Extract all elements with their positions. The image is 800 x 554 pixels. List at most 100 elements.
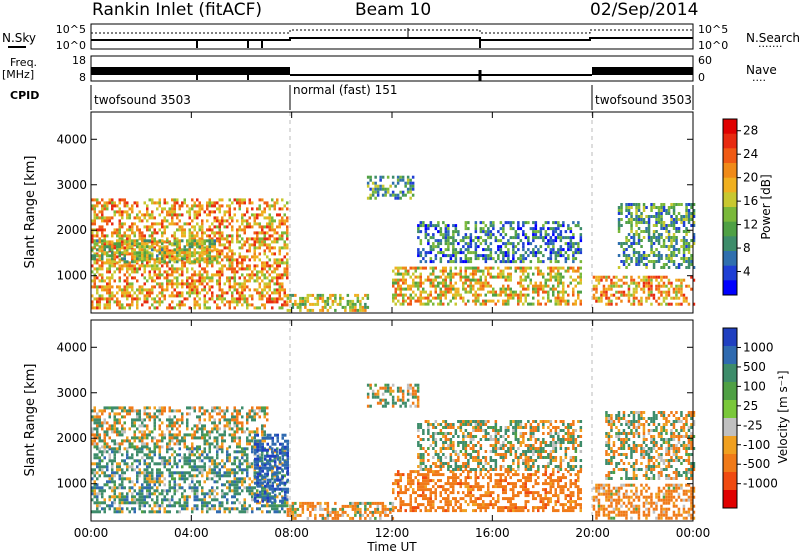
power-colorbar-cell <box>723 192 737 208</box>
power-echo-region-6 <box>417 221 583 264</box>
nsearch-legend-dots: ······· <box>758 40 782 53</box>
velocity-colorbar-tick: 25 <box>743 399 758 413</box>
velocity-echo-layer <box>91 383 696 520</box>
power-colorbar-cell <box>723 148 737 164</box>
power-ytick-label: 4000 <box>56 132 87 146</box>
power-colorbar-cell <box>723 221 737 237</box>
velocity-echo-region-2 <box>91 406 269 449</box>
power-colorbar-cell <box>723 133 737 149</box>
power-ytick-label: 2000 <box>56 223 87 237</box>
power-colorbar-tick: 4 <box>743 265 751 279</box>
power-y-axis: 4000 3000 2000 1000 <box>56 132 693 283</box>
time-tick-label: 20:00 <box>575 526 610 540</box>
nsearch-tick-bottom: 10^0 <box>698 39 728 52</box>
velocity-colorbar-cell <box>723 400 737 419</box>
power-ylabel: Slant Range [km] <box>23 156 38 269</box>
date-label: 02/Sep/2014 <box>590 0 698 20</box>
time-tick-label: 04:00 <box>174 526 209 540</box>
velocity-echo-region-6 <box>392 470 582 513</box>
power-echo-region-7 <box>592 275 696 306</box>
velocity-colorbar-tick: -25 <box>743 418 763 432</box>
time-tick-label: 00:00 <box>676 526 711 540</box>
nsearch-tick-top: 10^5 <box>698 23 728 36</box>
power-colorbar-label: Power [dB] <box>759 174 773 239</box>
freq-unit: [MHz] <box>2 68 34 81</box>
velocity-colorbar-cell <box>723 436 737 455</box>
velocity-echo-region-7 <box>417 420 583 471</box>
nsky-trace <box>91 28 693 48</box>
power-colorbar-cell <box>723 177 737 193</box>
velocity-colorbar-cell <box>723 490 737 509</box>
velocity-ytick-label: 2000 <box>56 431 87 445</box>
power-echo-region-8 <box>617 203 696 269</box>
freq-tick-top: 18 <box>72 54 86 67</box>
velocity-colorbar-tick: 1000 <box>743 340 774 354</box>
velocity-colorbar: 1000 500 100 25 -25 -100 -500 -1000 Velocity [m… <box>722 327 790 509</box>
velocity-colorbar-cell <box>723 454 737 473</box>
velocity-ytick-label: 1000 <box>56 477 87 491</box>
power-colorbar-tick: 28 <box>743 124 758 138</box>
time-tick-label: 00:00 <box>74 526 109 540</box>
velocity-colorbar-cell <box>723 472 737 491</box>
velocity-ytick-label: 3000 <box>56 386 87 400</box>
nave-legend-dots: ···· <box>752 74 766 87</box>
nave-tick-top: 60 <box>698 54 712 67</box>
power-colorbar-cell <box>723 265 737 281</box>
power-ytick-label: 1000 <box>56 269 87 283</box>
cpid-segment-1: twofsound 3503 <box>94 93 191 107</box>
cpid-segment-3: twofsound 3503 <box>595 93 692 107</box>
velocity-colorbar-label: Velocity [m s⁻¹] <box>776 370 790 463</box>
velocity-echo-region-5 <box>366 383 420 408</box>
power-colorbar-cell <box>723 163 737 179</box>
nsearch-label: N.Search <box>746 31 800 45</box>
velocity-ytick-label: 4000 <box>56 340 87 354</box>
power-echo-region-5 <box>392 266 582 306</box>
power-colorbar-tick: 16 <box>743 194 758 208</box>
power-colorbar: 28 24 20 16 12 8 4 Power [dB] <box>722 118 773 296</box>
power-rti-panel: 4000 3000 2000 1000 Slant Range [km] <box>23 111 696 314</box>
velocity-colorbar-tick: -500 <box>743 457 770 471</box>
cpid-segment-2: normal (fast) 151 <box>293 83 397 97</box>
velocity-colorbar-cell <box>723 328 737 347</box>
velocity-echo-region-9 <box>605 411 696 480</box>
time-x-axis: 00:00 04:00 08:00 12:00 16:00 20:00 00:00 <box>74 112 711 540</box>
time-tick-label: 16:00 <box>475 526 510 540</box>
power-colorbar-cell <box>723 236 737 252</box>
freq-label: Freq. <box>10 56 37 69</box>
power-colorbar-cell <box>723 119 737 135</box>
power-colorbar-cell <box>723 280 737 296</box>
velocity-colorbar-cell <box>723 382 737 401</box>
power-ytick-label: 3000 <box>56 178 87 192</box>
nave-label: Nave <box>746 63 777 77</box>
velocity-colorbar-cell <box>723 418 737 437</box>
station-title: Rankin Inlet (fitACF) <box>92 0 262 20</box>
power-echo-region-2 <box>91 239 219 264</box>
beam-label: Beam 10 <box>355 0 431 20</box>
nsky-label: N.Sky <box>2 31 36 45</box>
velocity-colorbar-cell <box>723 364 737 383</box>
time-tick-label: 12:00 <box>375 526 410 540</box>
nsky-tick-bottom: 10^0 <box>56 39 86 52</box>
power-echo-region-3 <box>286 293 370 312</box>
cpid-row: twofsound 3503 normal (fast) 151 twofsou… <box>90 83 694 110</box>
nsky-tick-top: 10^5 <box>56 23 86 36</box>
velocity-colorbar-tick: 100 <box>743 379 766 393</box>
velocity-colorbar-cell <box>723 346 737 365</box>
velocity-echo-region-8 <box>592 483 696 520</box>
power-colorbar-tick: 24 <box>743 147 758 161</box>
power-colorbar-cell <box>723 251 737 267</box>
freq-trace <box>91 67 693 81</box>
velocity-colorbar-tick: -1000 <box>743 477 778 491</box>
nsky-panel-frame <box>90 23 694 50</box>
time-tick-label: 08:00 <box>274 526 309 540</box>
velocity-echo-region-4 <box>286 501 395 520</box>
power-echo-layer <box>91 175 696 312</box>
velocity-colorbar-tick: -100 <box>743 438 770 452</box>
cpid-label: CPID <box>10 89 39 102</box>
power-echo-region-4 <box>366 175 415 200</box>
power-colorbar-tick: 8 <box>743 241 751 255</box>
velocity-echo-region-3 <box>254 433 289 503</box>
power-colorbar-tick: 20 <box>743 171 758 185</box>
